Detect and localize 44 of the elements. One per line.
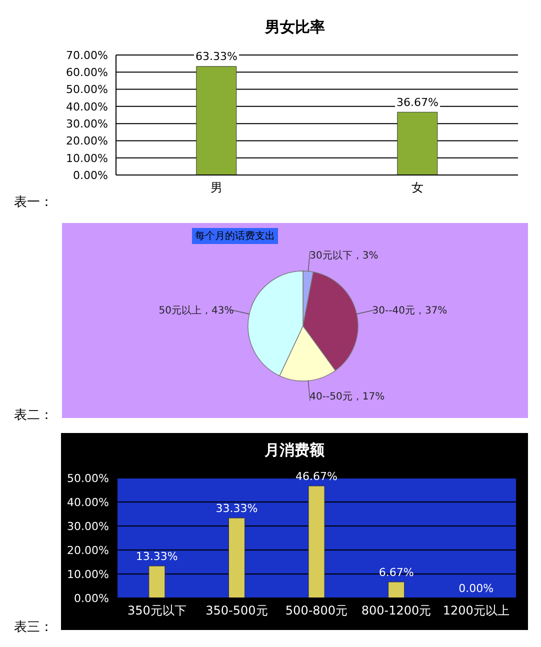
y-tick-label: 10.00% [66,152,108,165]
text: 表一： [14,194,53,211]
data-label: 36.67% [394,96,440,110]
x-tick-label: 800-1200元 [361,604,432,618]
x-tick-label: 350-500元 [206,604,268,618]
bar [228,518,245,598]
bar [388,582,405,598]
slice-label: 50元以上 [158,304,202,316]
x-tick-label: 350元以下 [127,604,186,618]
y-tick-label: 20.00% [67,544,109,557]
data-label: ，3% [352,250,378,261]
y-tick-label: 10.00% [67,568,109,581]
y-tick-label: 50.00% [66,83,108,96]
data-label: ，43% [201,305,234,316]
bar [148,566,166,598]
slice-label: 30--40元 [372,305,415,316]
data-label: 13.33% [134,550,179,563]
x-tick-label: 1200元以上 [442,604,510,618]
slice-label: 30元以下 [310,248,352,261]
x-tick-label: 男 [210,180,222,195]
y-tick-label: 50.00% [67,472,109,485]
y-tick-label: 20.00% [66,134,108,148]
y-tick-label: 0.00% [73,168,108,182]
chart-title: 每个月的话费支出 [192,228,278,244]
data-label: ，17% [352,391,385,402]
y-tick-label: 0.00% [74,592,109,605]
y-tick-label: 70.00% [66,48,108,62]
data-label: 0.00% [458,582,495,595]
text: 表三： [14,619,53,636]
text: 表二： [14,407,53,424]
data-label: 63.33% [194,50,240,64]
bar [308,486,325,598]
y-tick-label: 40.00% [67,496,109,509]
y-tick-label: 40.00% [66,100,108,114]
x-tick-label: 500-800元 [285,604,348,618]
data-label: ，37% [414,305,448,316]
data-label: 33.33% [214,502,259,515]
chart-title: 男女比率 [264,18,326,37]
y-tick-label: 30.00% [66,117,108,130]
slice-label: 40--50元 [310,391,352,402]
y-tick-label: 60.00% [66,66,108,80]
x-tick-label: 女 [412,180,424,195]
y-tick-label: 30.00% [67,520,109,533]
chart-title: 月消费额 [264,441,326,460]
